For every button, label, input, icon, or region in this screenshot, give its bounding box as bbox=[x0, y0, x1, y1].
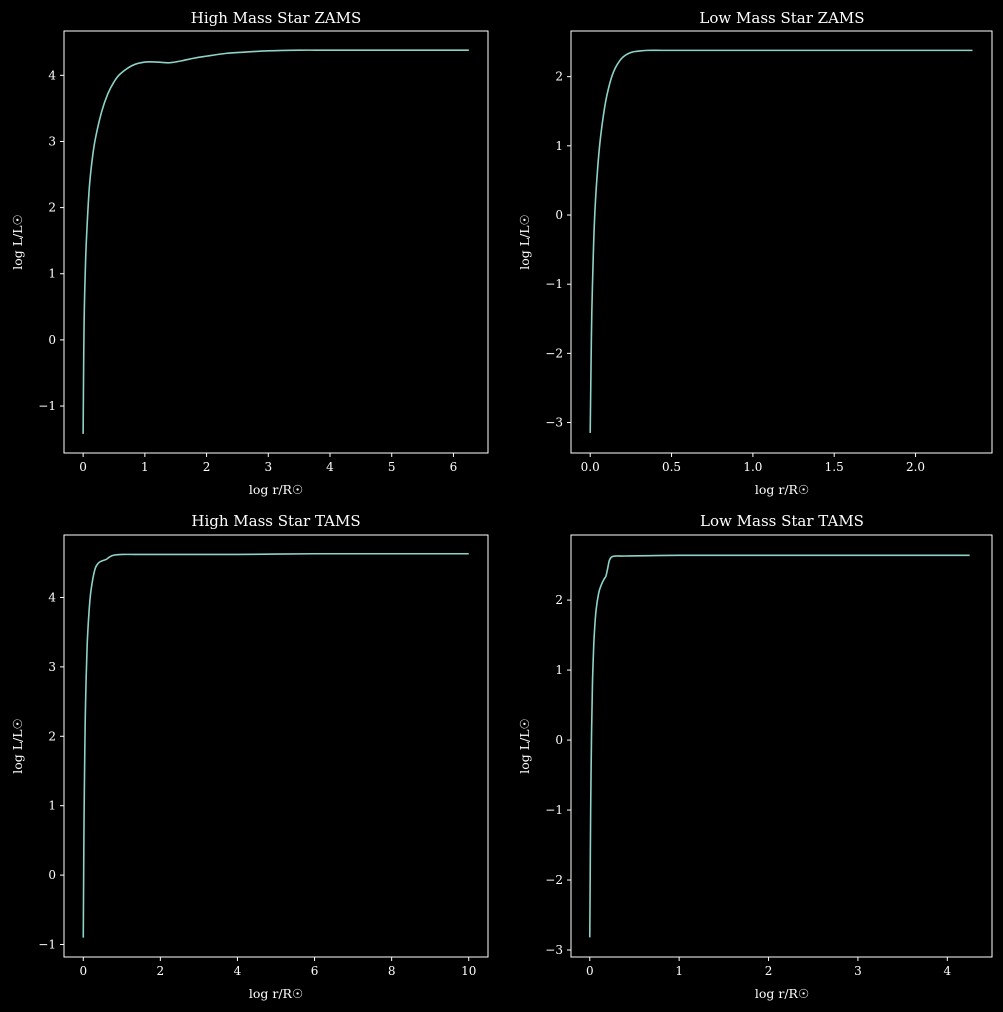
plot-frame bbox=[63, 30, 489, 454]
x-tick-label: 0 bbox=[79, 460, 87, 474]
y-axis-label: log L/L☉ bbox=[10, 718, 25, 774]
plot-frame bbox=[570, 30, 993, 454]
x-tick-label: 2 bbox=[203, 460, 211, 474]
chart-title: High Mass Star ZAMS bbox=[191, 9, 361, 27]
x-tick-label: 2 bbox=[765, 964, 773, 978]
y-tick-label: 1 bbox=[48, 799, 56, 813]
subplot-high-mass-tams: High Mass Star TAMS 0 2 4 6 8 10 −1 0 1 2 3 4 log r… bbox=[10, 512, 489, 1001]
x-axis-label: log r/R☉ bbox=[249, 482, 303, 497]
chart-title: Low Mass Star TAMS bbox=[700, 512, 864, 530]
y-tick-label: −1 bbox=[545, 277, 563, 291]
y-tick-label: 2 bbox=[48, 729, 56, 743]
x-tick-label: 8 bbox=[388, 964, 396, 978]
series-line bbox=[588, 554, 970, 938]
y-tick-label: 1 bbox=[48, 267, 56, 281]
y-tick-label: 0 bbox=[48, 333, 56, 347]
y-tick-label: −1 bbox=[545, 803, 563, 817]
y-tick-label: 0 bbox=[555, 208, 563, 222]
y-tick-label: −2 bbox=[545, 873, 563, 887]
y-tick-label: 2 bbox=[555, 593, 563, 607]
x-tick-label: 6 bbox=[450, 460, 458, 474]
x-tick-label: 4 bbox=[234, 964, 242, 978]
x-tick-label: 0 bbox=[79, 964, 87, 978]
x-axis-label: log r/R☉ bbox=[755, 986, 809, 1001]
x-axis-label: log r/R☉ bbox=[249, 986, 303, 1001]
subplot-high-mass-zams: High Mass Star ZAMS 0 1 2 3 4 5 6 −1 0 1 2 3 4 log r… bbox=[10, 9, 489, 497]
x-axis-label: log r/R☉ bbox=[755, 482, 809, 497]
x-tick-label: 6 bbox=[311, 964, 319, 978]
y-tick-label: 3 bbox=[48, 134, 56, 148]
series-line bbox=[82, 49, 469, 434]
x-tick-label: 1.0 bbox=[743, 460, 762, 474]
x-tick-label: 2 bbox=[157, 964, 165, 978]
y-tick-label: −2 bbox=[545, 346, 563, 360]
x-tick-label: 0.0 bbox=[581, 460, 600, 474]
y-tick-label: −3 bbox=[545, 416, 563, 430]
series-line bbox=[82, 552, 469, 938]
y-axis-label: log L/L☉ bbox=[517, 214, 532, 270]
x-tick-label: 10 bbox=[461, 964, 476, 978]
x-tick-label: 4 bbox=[326, 460, 334, 474]
chart-title: High Mass Star TAMS bbox=[191, 512, 360, 530]
y-tick-label: 4 bbox=[48, 68, 56, 82]
subplot-low-mass-zams: Low Mass Star ZAMS 0.0 0.5 1.0 1.5 2.0 −3 −2 −1… bbox=[517, 9, 993, 497]
x-tick-label: 1 bbox=[141, 460, 149, 474]
plot-frame bbox=[570, 534, 993, 958]
y-tick-label: 4 bbox=[48, 590, 56, 604]
y-tick-label: 1 bbox=[555, 663, 563, 677]
x-tick-label: 2.0 bbox=[906, 460, 925, 474]
plot-frame bbox=[63, 534, 489, 958]
y-tick-label: 0 bbox=[48, 868, 56, 882]
x-tick-label: 1 bbox=[675, 964, 683, 978]
x-tick-label: 5 bbox=[388, 460, 396, 474]
x-tick-label: 3 bbox=[854, 964, 862, 978]
series-line bbox=[589, 49, 973, 433]
x-tick-label: 0.5 bbox=[662, 460, 681, 474]
y-tick-label: 2 bbox=[555, 70, 563, 84]
y-tick-label: 2 bbox=[48, 201, 56, 215]
subplot-low-mass-tams: Low Mass Star TAMS 0 1 2 3 4 −3 −2 −1 0 1 2 log r/… bbox=[517, 512, 993, 1001]
x-tick-label: 3 bbox=[264, 460, 272, 474]
y-tick-label: 3 bbox=[48, 660, 56, 674]
y-tick-label: −3 bbox=[545, 943, 563, 957]
y-tick-label: 0 bbox=[555, 733, 563, 747]
y-tick-label: −1 bbox=[38, 399, 56, 413]
y-axis-label: log L/L☉ bbox=[10, 214, 25, 270]
x-tick-label: 4 bbox=[943, 964, 951, 978]
x-tick-label: 1.5 bbox=[825, 460, 844, 474]
y-axis-label: log L/L☉ bbox=[517, 718, 532, 774]
y-tick-label: −1 bbox=[38, 938, 56, 952]
chart-title: Low Mass Star ZAMS bbox=[699, 9, 864, 27]
x-tick-label: 0 bbox=[586, 964, 594, 978]
y-tick-label: 1 bbox=[555, 139, 563, 153]
